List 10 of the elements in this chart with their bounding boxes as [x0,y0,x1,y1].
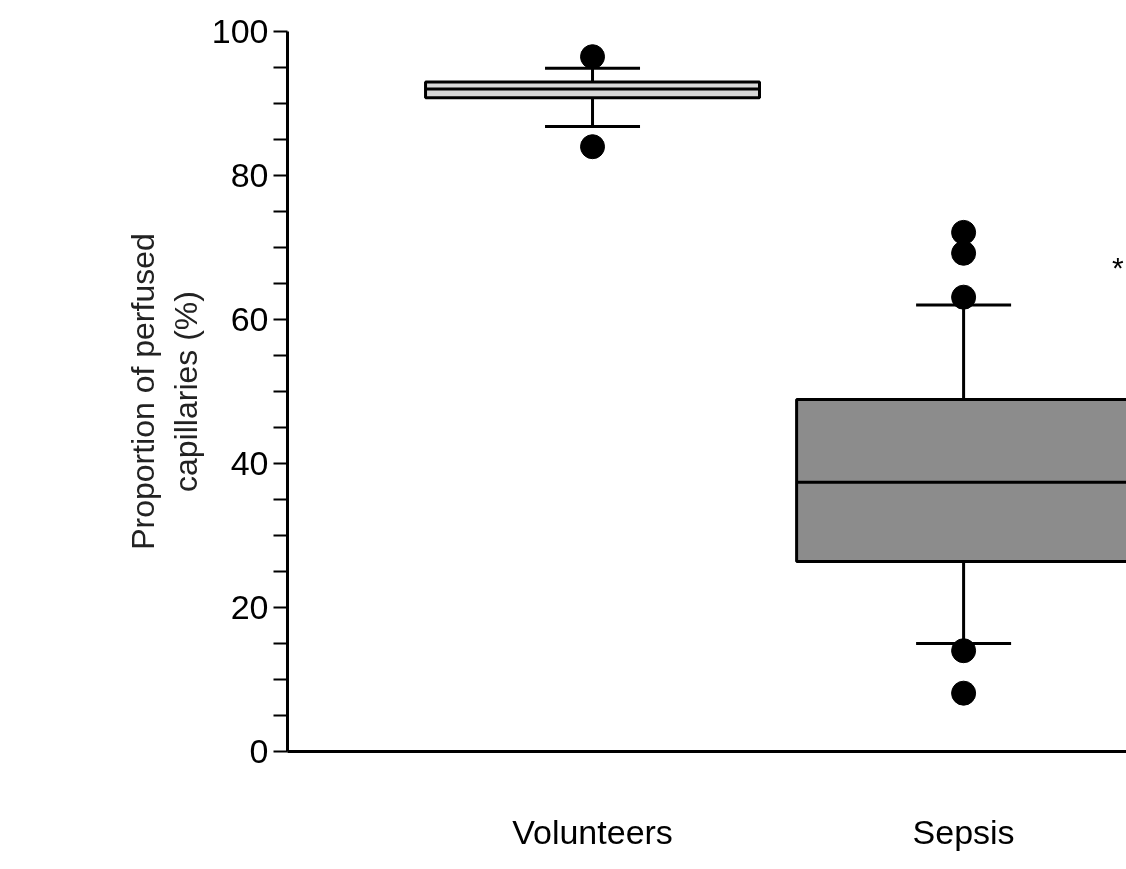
y-tick-label: 40 [230,444,269,482]
y-tick-label: 80 [230,156,269,194]
y-tick-label: 0 [249,732,269,770]
y-tick-label: 60 [230,300,269,338]
y-tick-label: 20 [230,588,269,626]
annotation: * [1112,250,1125,284]
y-axis-title: Proportion of perfused capillaries (%) [124,233,204,550]
y-tick-label: 100 [211,12,269,50]
x-tick-label: Volunteers [512,812,673,851]
x-tick-label: Sepsis [912,812,1015,851]
